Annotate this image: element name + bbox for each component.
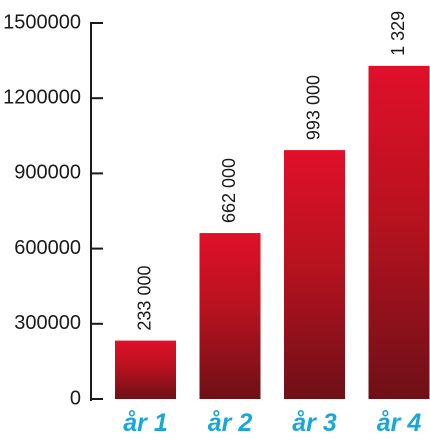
y-tick-label: 0 [70, 387, 81, 409]
data-label-1: 233 000 [134, 266, 154, 331]
data-label-2: 662 000 [219, 158, 239, 223]
category-labels: år 1 år 2 år 3 år 4 [123, 409, 421, 437]
category-label-3: år 3 [292, 409, 337, 437]
bar-3 [284, 150, 345, 399]
y-tick-label: 1500000 [3, 11, 81, 33]
y-tick-label: 1200000 [3, 86, 81, 108]
y-tick-label: 300000 [14, 312, 81, 334]
category-label-2: år 2 [208, 409, 253, 437]
category-label-1: år 1 [123, 409, 167, 437]
y-axis: 0 300000 600000 900000 1200000 1500000 [3, 11, 103, 409]
data-labels: 233 000 662 000 993 000 1 329 [134, 11, 408, 331]
y-tick-label: 900000 [14, 162, 81, 184]
bar-4 [368, 65, 430, 399]
data-label-4: 1 329 [388, 11, 408, 56]
category-label-4: år 4 [377, 409, 422, 437]
data-label-3: 993 000 [303, 75, 323, 140]
bar-2 [199, 233, 261, 399]
bar-1 [115, 340, 176, 399]
bars [115, 65, 430, 399]
y-tick-label: 600000 [14, 237, 81, 259]
